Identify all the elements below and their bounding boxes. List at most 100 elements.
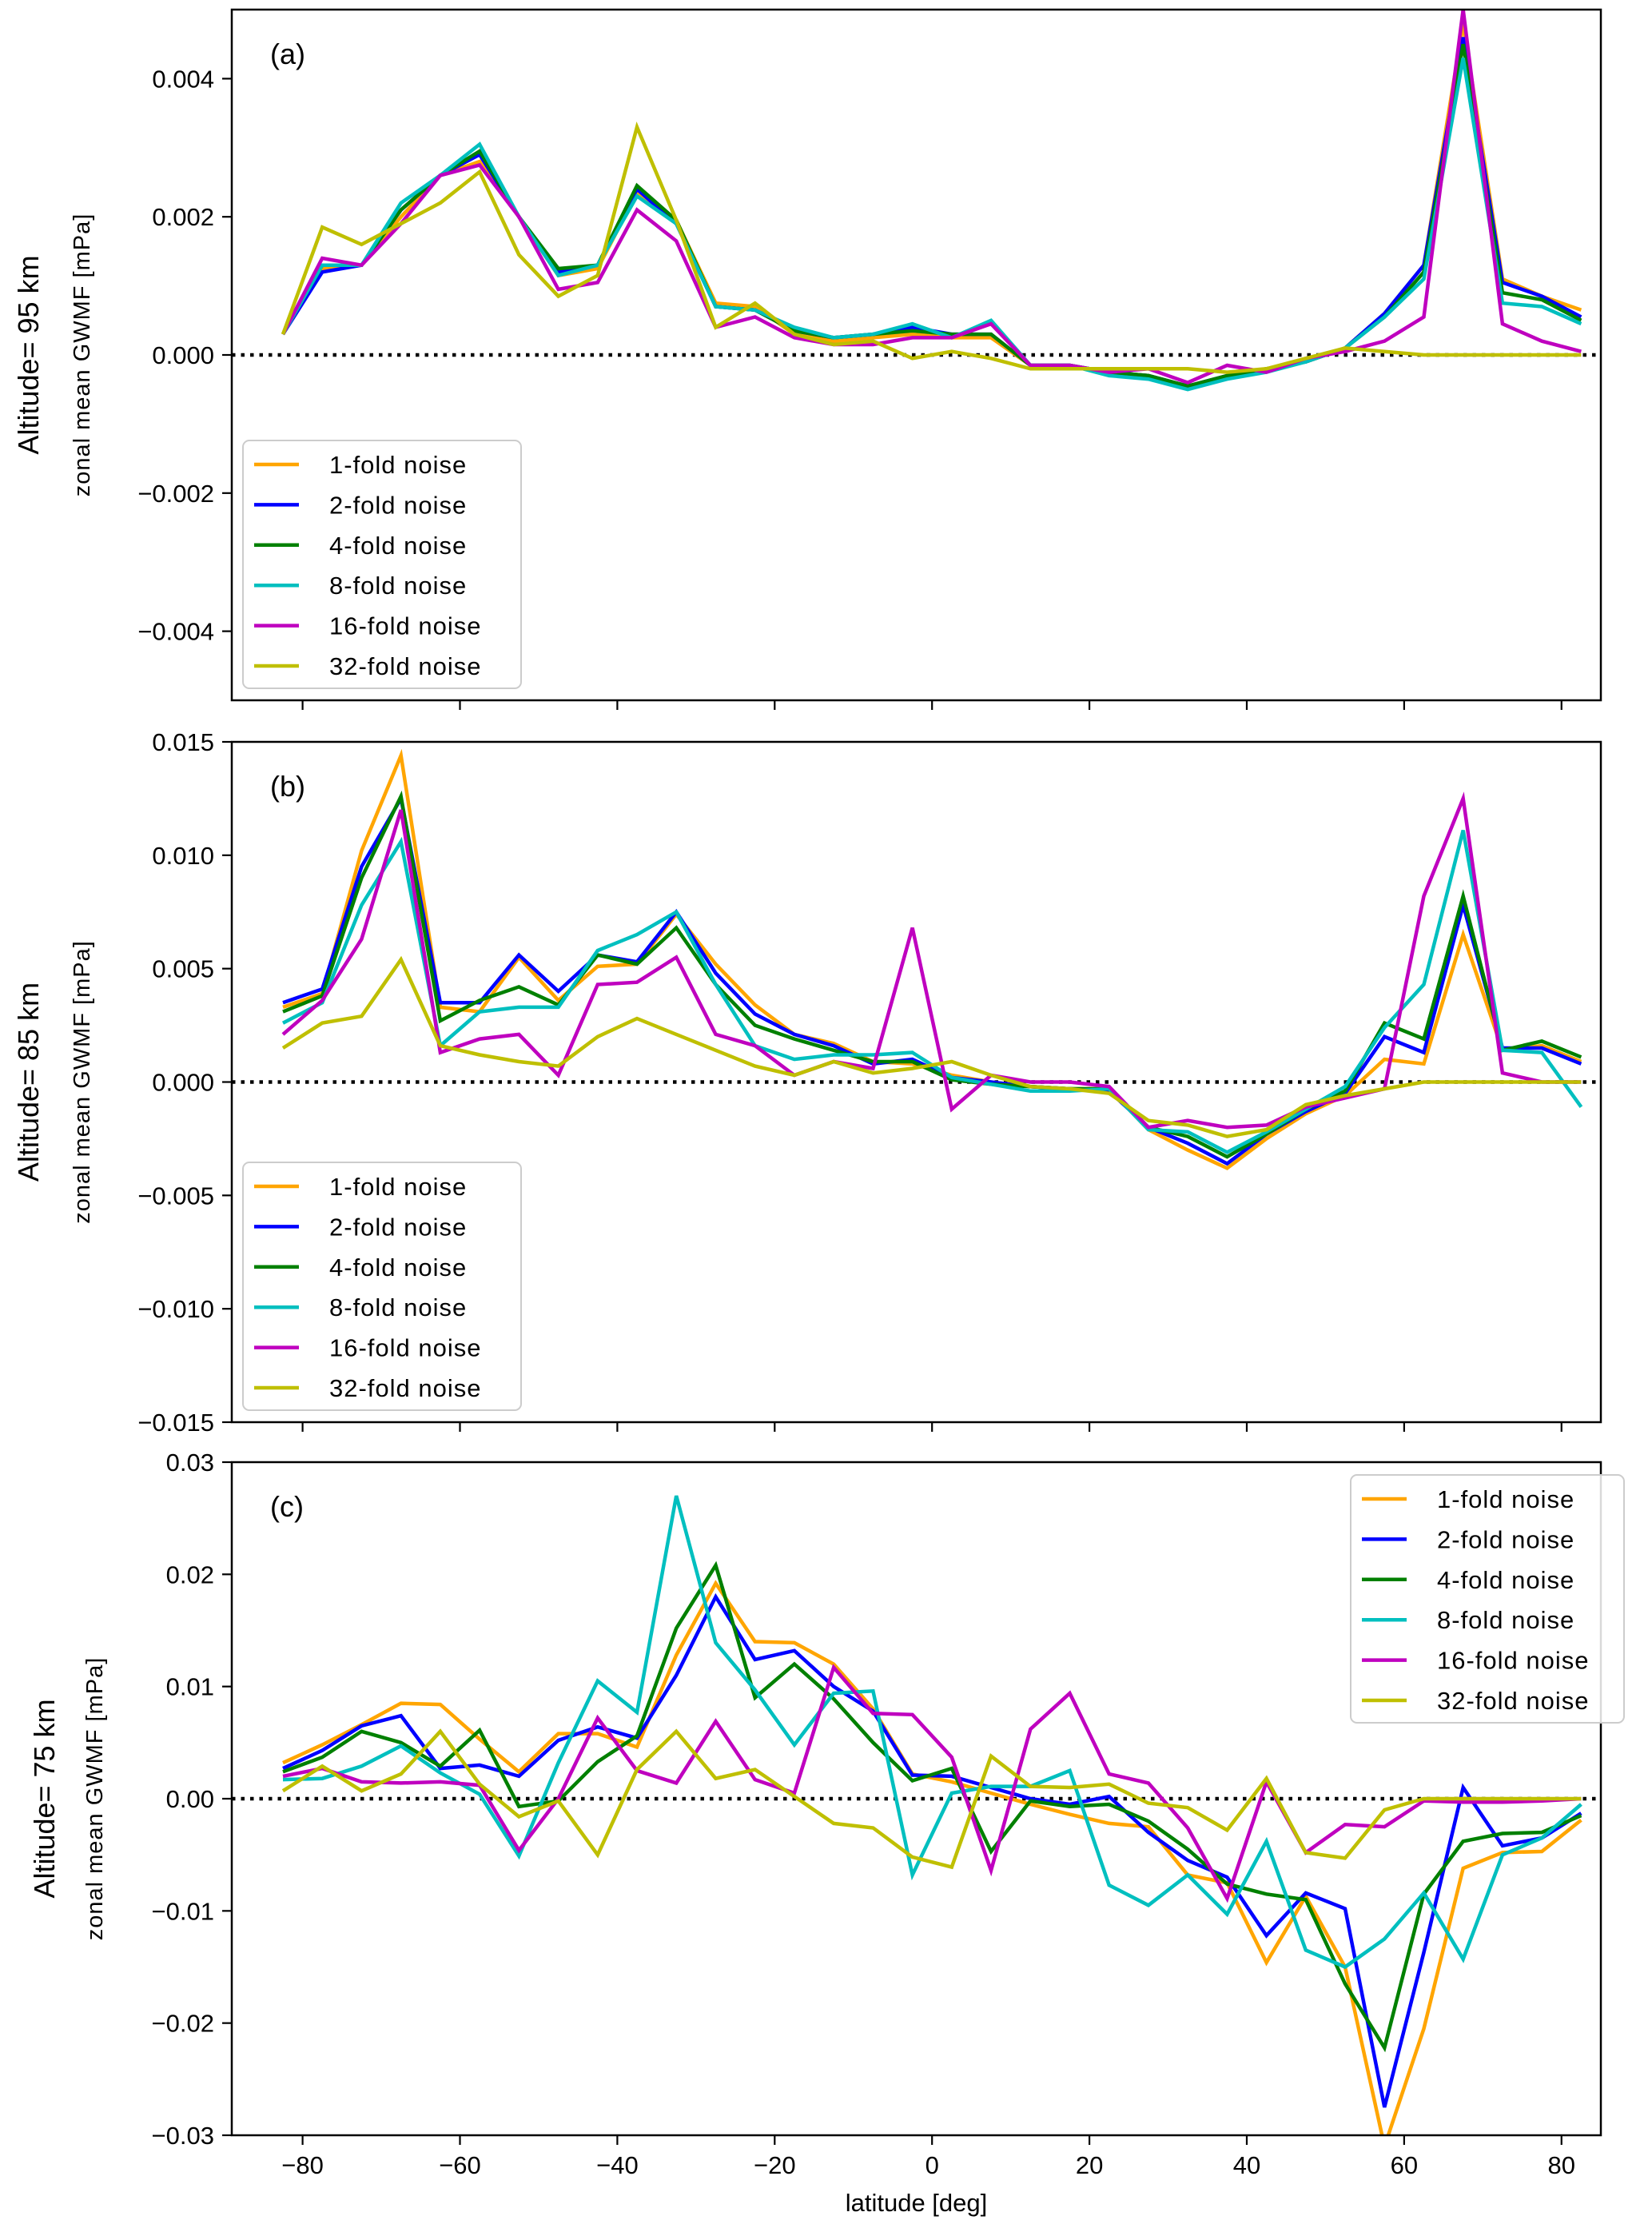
series-line-32-fold-noise — [281, 955, 1582, 1138]
legend-label: 1-fold noise — [1437, 1485, 1574, 1513]
panel-a: −0.004 −0.002 0.000 0.002 0.004 (a) Altitude= … — [12, 8, 1602, 710]
legend-label: 32-fold noise — [329, 1374, 482, 1402]
legend-item: 8-fold noise — [1362, 1606, 1574, 1634]
y-tick-label: 0.03 — [166, 1449, 214, 1477]
x-tick-label: −80 — [281, 2151, 324, 2179]
legend-label: 32-fold noise — [329, 652, 482, 680]
legend-label: 2-fold noise — [329, 491, 467, 519]
legend-item: 1-fold noise — [254, 1173, 467, 1201]
legend-item: 16-fold noise — [254, 1334, 482, 1362]
y-tick-label: −0.010 — [137, 1295, 214, 1323]
legend-label: 16-fold noise — [329, 612, 482, 640]
y-tick-label: 0.002 — [152, 203, 214, 231]
legend-item: 1-fold noise — [1362, 1485, 1574, 1513]
y-tick-label: −0.03 — [152, 2122, 214, 2150]
y-axis-label: zonal mean GWMF [mPa] — [70, 940, 95, 1224]
legend: 1-fold noise 2-fold noise 4-fold noise 8-fo… — [242, 440, 522, 689]
legend-label: 16-fold noise — [1437, 1647, 1590, 1675]
series-line-32-fold-noise — [281, 121, 1582, 374]
y-tick-label: 0.000 — [152, 341, 214, 369]
series-line-16-fold-noise — [282, 1664, 1582, 1903]
legend-item: 32-fold noise — [254, 1374, 482, 1402]
legend-item: 4-fold noise — [254, 532, 467, 560]
x-tick-label: 20 — [1076, 2151, 1103, 2179]
x-tick-label: 80 — [1548, 2151, 1575, 2179]
series-line-1-fold-noise — [282, 1580, 1582, 2135]
series-line-4-fold-noise — [282, 1560, 1582, 2053]
x-axis-label: latitude [deg] — [846, 2189, 988, 2217]
panel-label: (c) — [270, 1490, 304, 1523]
y-tick-label: 0.004 — [152, 65, 214, 93]
legend-item: 16-fold noise — [1362, 1647, 1590, 1675]
y-tick-label: 0.00 — [166, 1785, 214, 1813]
panel-b: −0.015 −0.010 −0.005 0.000 0.005 0.010 0.015 (b… — [12, 728, 1602, 1437]
series-line-32-fold-noise — [281, 1728, 1582, 1870]
series-line-16-fold-noise — [281, 791, 1582, 1130]
legend-label: 8-fold noise — [329, 572, 467, 600]
legend-item: 32-fold noise — [1362, 1687, 1590, 1715]
legend-label: 2-fold noise — [1437, 1525, 1574, 1553]
panel-label: (a) — [270, 38, 305, 70]
series-group — [281, 10, 1582, 392]
y-tick-label: −0.02 — [152, 2010, 214, 2038]
altitude-label: Altitude= 95 km — [12, 255, 45, 454]
legend-item: 16-fold noise — [254, 612, 482, 640]
y-axis-label: zonal mean GWMF [mPa] — [70, 213, 95, 497]
series-line-8-fold-noise — [281, 58, 1582, 392]
legend-box — [242, 1162, 522, 1411]
legend-item: 4-fold noise — [254, 1253, 467, 1281]
legend-box — [1350, 1474, 1625, 1724]
legend-label: 32-fold noise — [1437, 1687, 1590, 1715]
x-tick-label: −60 — [439, 2151, 481, 2179]
legend-label: 8-fold noise — [329, 1293, 467, 1321]
altitude-label: Altitude= 75 km — [28, 1699, 61, 1898]
y-tick-label: 0.010 — [152, 842, 214, 870]
y-tick-label: 0.01 — [166, 1673, 214, 1701]
legend-label: 4-fold noise — [329, 532, 467, 560]
legend-label: 4-fold noise — [329, 1253, 467, 1281]
legend: 1-fold noise 2-fold noise 4-fold noise 8-fo… — [1350, 1474, 1625, 1724]
series-line-1-fold-noise — [282, 748, 1582, 1170]
x-tick-label: −40 — [596, 2151, 639, 2179]
y-tick-label: 0.005 — [152, 955, 214, 983]
series-line-8-fold-noise — [282, 1495, 1582, 1970]
y-tick-label: −0.01 — [152, 1897, 214, 1925]
legend-label: 1-fold noise — [329, 1173, 467, 1201]
x-tick-label: 0 — [926, 2151, 939, 2179]
y-tick-label: −0.015 — [137, 1409, 214, 1437]
legend-item: 2-fold noise — [254, 491, 467, 519]
legend-label: 2-fold noise — [329, 1213, 467, 1241]
legend-label: 16-fold noise — [329, 1334, 482, 1362]
y-tick-label: 0.000 — [152, 1069, 214, 1097]
panel-c: −0.03 −0.02 −0.01 0.00 0.01 0.02 0.03 −80 −60 −40… — [28, 1449, 1625, 2217]
legend-label: 8-fold noise — [1437, 1606, 1574, 1634]
y-tick-label: −0.002 — [137, 480, 214, 508]
legend: 1-fold noise 2-fold noise 4-fold noise 8-fo… — [242, 1162, 522, 1411]
y-tick-label: −0.004 — [137, 618, 214, 646]
series-line-16-fold-noise — [281, 10, 1582, 385]
x-tick-label: 40 — [1233, 2151, 1260, 2179]
y-tick-label: 0.015 — [152, 728, 214, 756]
series-line-2-fold-noise — [282, 793, 1582, 1166]
panel-label: (b) — [270, 770, 305, 803]
legend-item: 8-fold noise — [254, 572, 467, 600]
x-tick-label: −20 — [754, 2151, 796, 2179]
y-axis-label: zonal mean GWMF [mPa] — [82, 1657, 108, 1941]
x-tick-label: 60 — [1391, 2151, 1418, 2179]
series-line-8-fold-noise — [281, 830, 1583, 1154]
altitude-label: Altitude= 85 km — [12, 982, 45, 1182]
legend-label: 4-fold noise — [1437, 1566, 1574, 1594]
y-tick-label: −0.005 — [137, 1182, 214, 1210]
legend-item: 8-fold noise — [254, 1293, 467, 1321]
legend-label: 1-fold noise — [329, 451, 467, 479]
legend-item: 2-fold noise — [1362, 1525, 1574, 1553]
legend-item: 1-fold noise — [254, 451, 467, 479]
series-group — [281, 748, 1583, 1170]
y-tick-label: 0.02 — [166, 1560, 214, 1588]
legend-item: 32-fold noise — [254, 652, 482, 680]
legend-box — [242, 440, 522, 689]
series-line-4-fold-noise — [282, 790, 1582, 1159]
legend-item: 4-fold noise — [1362, 1566, 1574, 1594]
legend-item: 2-fold noise — [254, 1213, 467, 1241]
